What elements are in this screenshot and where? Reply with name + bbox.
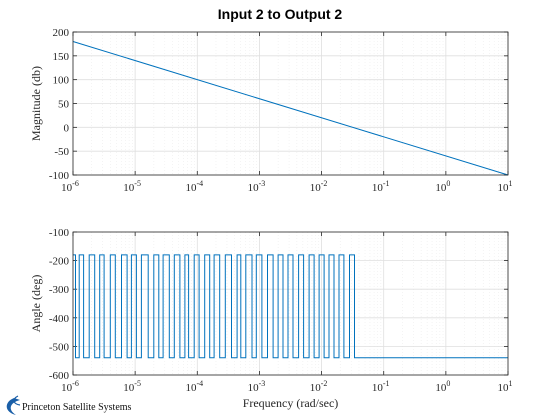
x-tick-label: 100 [435,179,450,194]
x-tick-label: 10-3 [248,379,266,394]
y-tick-label: -50 [54,146,69,158]
figure-title: Input 2 to Output 2 [218,6,343,22]
magnitude-series-line [72,41,509,176]
x-tick-label: 10-4 [185,179,203,194]
y-tick-label: -100 [49,227,70,239]
y-tick-label: -400 [49,313,70,325]
x-tick-label: 10-4 [185,379,203,394]
magnitude-axes: 10-6 10-5 10-4 10-3 10-2 10-1 100 101 200 150 100 5… [29,27,513,194]
y-tick-label: -500 [49,341,70,353]
x-tick-label: 10-1 [372,179,390,194]
y-tick-label: 100 [53,75,70,87]
x-tick-label: 10-2 [310,379,328,394]
axes-box [72,231,509,376]
x-tick-label: 10-6 [61,379,79,394]
y-tick-label: -600 [49,370,70,382]
y-axis-label: Magnitude (db) [29,66,43,141]
phase-axes: 10-6 10-5 10-4 10-3 10-2 10-1 100 101 -100 -200 -3… [29,227,513,410]
x-tick-label: 101 [498,179,513,194]
plot-area [73,232,508,375]
x-tick-label: 10-2 [310,179,328,194]
x-tick-label: 10-3 [248,179,266,194]
princeton-logo: Princeton Satellite Systems [6,395,132,415]
x-axis-label: Frequency (rad/sec) [243,396,339,410]
y-axis-label: Angle (deg) [29,275,43,333]
x-tick-label: 10-5 [123,179,141,194]
y-tick-label: -200 [49,256,70,268]
y-tick-label: 50 [58,99,70,111]
x-tick-label: 10-6 [61,179,79,194]
x-tick-label: 10-5 [123,379,141,394]
y-tick-label: -300 [49,284,70,296]
y-tick-label: -100 [49,170,70,182]
x-tick-label: 10-1 [372,379,390,394]
logo-swoosh-icon [6,398,20,415]
axes-box [72,31,509,176]
y-tick-label: 0 [64,122,70,134]
phase-series-line [73,254,508,359]
logo-text: Princeton Satellite Systems [22,402,132,413]
x-tick-label: 101 [498,379,513,394]
x-tick-label: 100 [435,379,450,394]
y-tick-label: 200 [53,27,70,39]
y-tick-label: 150 [53,51,70,63]
